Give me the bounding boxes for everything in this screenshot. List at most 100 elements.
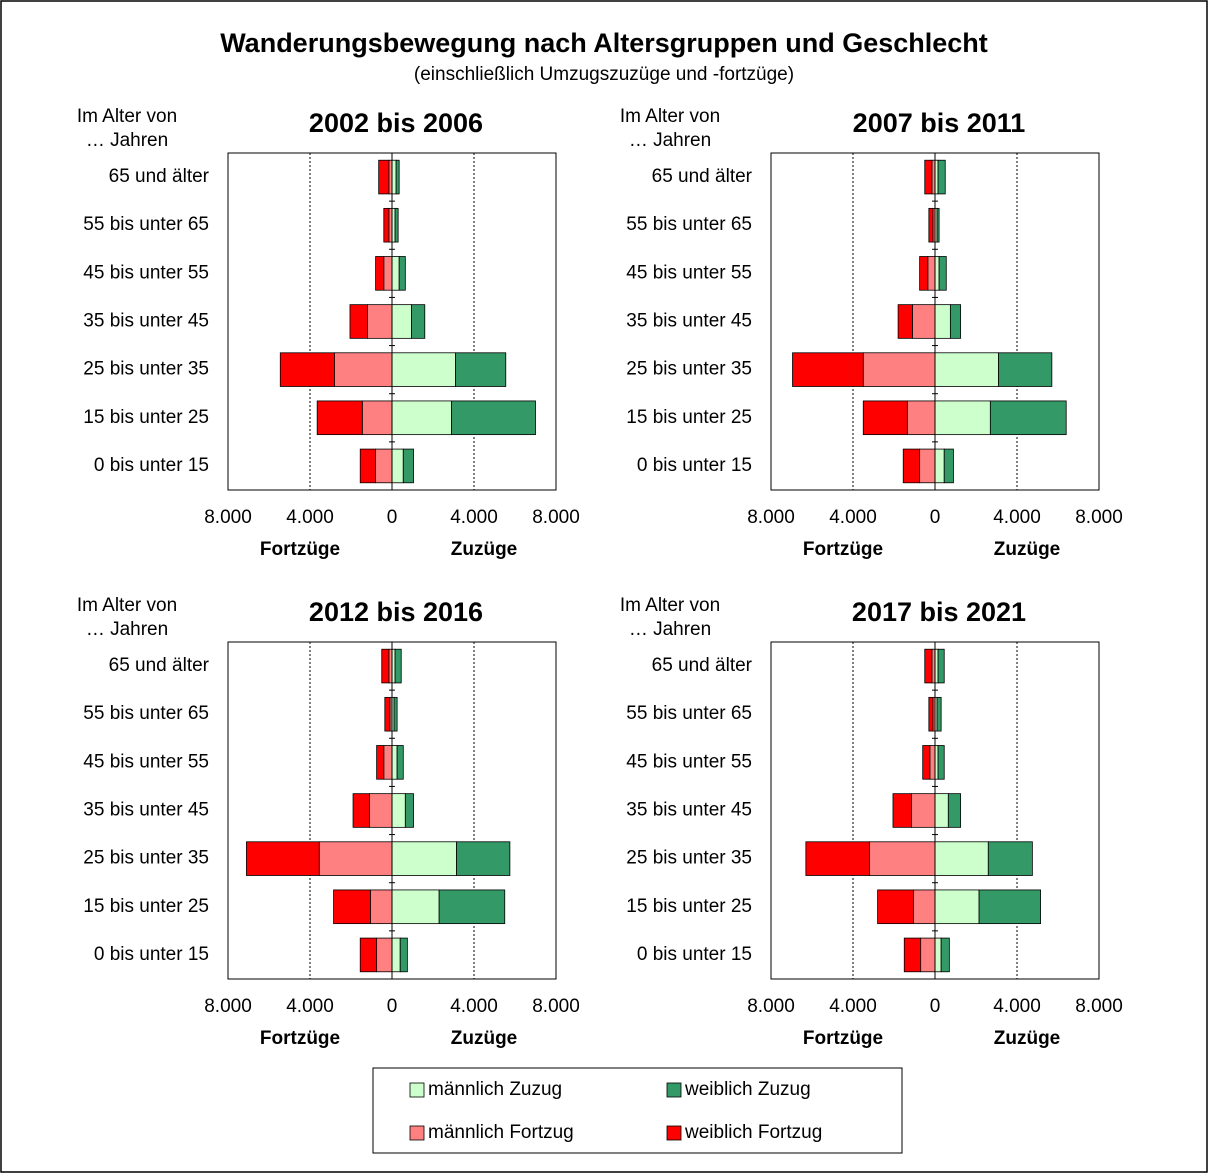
bar — [927, 256, 936, 291]
y-tick-label: 15 bis unter 25 — [626, 896, 752, 917]
y-axis-header: Im Alter von — [620, 106, 720, 127]
bar — [919, 256, 929, 291]
x-tick-label: 4.000 — [450, 507, 498, 528]
y-tick-label: 15 bis unter 25 — [83, 896, 209, 917]
bar — [370, 889, 393, 925]
y-tick-label: 15 bis unter 25 — [626, 407, 752, 428]
y-axis-header: Im Alter von — [77, 106, 177, 127]
y-axis-header: … Jahren — [629, 619, 711, 640]
x-tick-label: 8.000 — [204, 507, 252, 528]
y-tick-label: 25 bis unter 35 — [83, 848, 209, 869]
bar — [369, 793, 393, 828]
legend-box — [372, 1067, 903, 1154]
x-tick-label: 4.000 — [450, 996, 498, 1017]
bar — [862, 400, 908, 436]
bar — [384, 696, 391, 732]
legend-label: weiblich Fortzug — [684, 1122, 822, 1143]
legend-swatch — [666, 1125, 682, 1141]
legend-label: weiblich Zuzug — [684, 1079, 811, 1100]
bar — [383, 207, 390, 243]
bar — [998, 352, 1053, 387]
bar — [937, 648, 945, 684]
y-tick-label: 65 und älter — [109, 166, 210, 187]
bar — [862, 352, 936, 387]
bar — [943, 448, 954, 484]
y-axis-header: Im Alter von — [77, 595, 177, 616]
bar — [903, 937, 922, 973]
legend-label: männlich Zuzug — [428, 1079, 562, 1100]
bar — [928, 207, 934, 243]
bar — [391, 256, 400, 291]
y-tick-label: 35 bis unter 45 — [83, 311, 209, 332]
bar — [375, 448, 393, 484]
bar — [877, 889, 914, 925]
bar — [376, 745, 385, 780]
bar — [333, 889, 371, 925]
bar — [934, 937, 942, 973]
bar — [411, 304, 426, 339]
bar — [938, 256, 947, 291]
bar — [978, 889, 1041, 925]
y-tick-label: 45 bis unter 55 — [83, 262, 209, 283]
bar — [455, 352, 507, 387]
bar — [913, 889, 936, 925]
bar — [279, 352, 335, 387]
bar — [438, 889, 506, 925]
bar — [396, 745, 404, 780]
chart-subtitle: (einschließlich Umzugszuzüge und -fortzü… — [414, 64, 794, 85]
bar — [378, 159, 390, 195]
bar — [393, 696, 398, 732]
y-tick-label: 45 bis unter 55 — [626, 262, 752, 283]
y-tick-label: 55 bis unter 65 — [83, 214, 209, 235]
x-tick-label: 4.000 — [993, 507, 1041, 528]
bar — [376, 937, 393, 973]
bar — [792, 352, 864, 387]
y-axis-header: Im Alter von — [620, 595, 720, 616]
x-tick-label: 8.000 — [1075, 996, 1123, 1017]
x-tick-label: 0 — [930, 507, 941, 528]
bar — [934, 841, 989, 876]
bar — [334, 352, 393, 387]
x-axis-label: Zuzüge — [994, 539, 1061, 560]
bar — [381, 648, 390, 684]
y-tick-label: 35 bis unter 45 — [626, 800, 752, 821]
bar — [456, 841, 511, 876]
y-tick-label: 45 bis unter 55 — [83, 751, 209, 772]
y-tick-label: 55 bis unter 65 — [626, 214, 752, 235]
bar — [391, 889, 440, 925]
bar — [451, 400, 536, 436]
legend-swatch — [409, 1125, 425, 1141]
x-axis-label: Fortzüge — [260, 539, 340, 560]
bar — [399, 937, 408, 973]
bar — [391, 400, 452, 436]
bar — [934, 889, 980, 925]
bar — [391, 159, 397, 195]
y-axis-header: … Jahren — [629, 130, 711, 151]
chart-title: Wanderungsbewegung nach Altersgruppen un… — [220, 28, 988, 58]
bar — [934, 400, 991, 436]
bar — [391, 841, 457, 876]
bar — [316, 400, 363, 436]
bar — [934, 304, 951, 339]
bar — [391, 793, 406, 828]
bar — [404, 793, 414, 828]
bar — [936, 696, 942, 732]
bar — [924, 159, 933, 195]
y-tick-label: 45 bis unter 55 — [626, 751, 752, 772]
y-tick-label: 65 und älter — [652, 166, 753, 187]
bar — [906, 400, 936, 436]
bar — [246, 841, 320, 876]
bar — [989, 400, 1067, 436]
bar — [920, 937, 936, 973]
bar — [869, 841, 936, 876]
y-tick-label: 0 bis unter 15 — [637, 455, 752, 476]
y-tick-label: 65 und älter — [109, 655, 210, 676]
x-tick-label: 8.000 — [532, 996, 580, 1017]
y-tick-label: 55 bis unter 65 — [626, 703, 752, 724]
bar — [394, 207, 399, 243]
legend-label: männlich Fortzug — [428, 1122, 574, 1143]
bar — [922, 745, 931, 780]
bar — [352, 793, 370, 828]
bar — [361, 400, 393, 436]
